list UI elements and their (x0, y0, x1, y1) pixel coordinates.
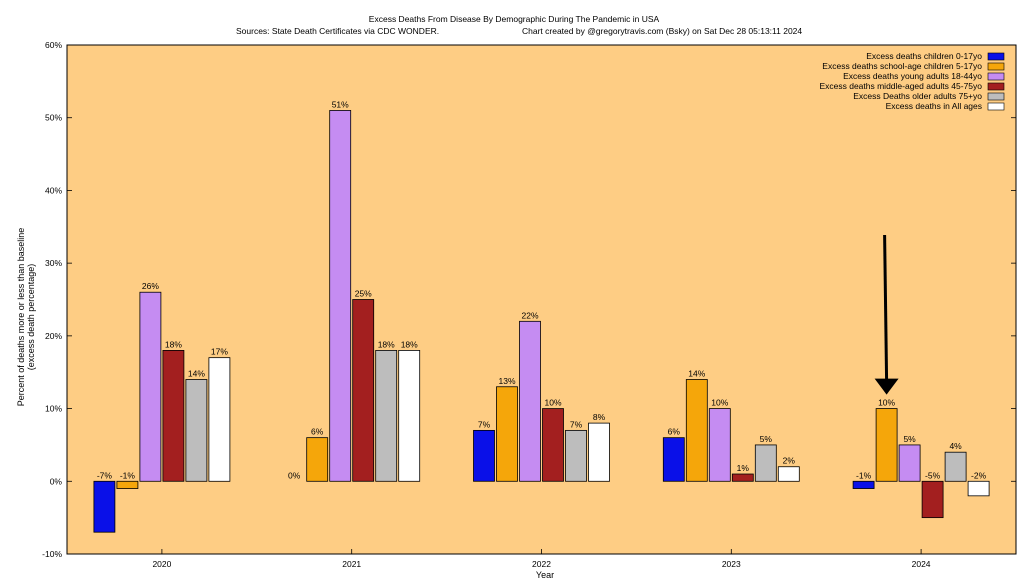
data-label: 6% (311, 427, 324, 437)
data-label: 14% (188, 368, 205, 378)
legend-swatch (987, 62, 1005, 71)
legend-swatch (987, 92, 1005, 101)
bar (329, 110, 352, 482)
legend-entry-label: Excess deaths young adults 18-44yo (843, 71, 982, 81)
bar (662, 437, 685, 482)
bar (162, 349, 185, 482)
data-label: -1% (120, 470, 136, 480)
legend-entry-label: Excess deaths school-age children 5-17yo (822, 61, 982, 71)
data-label: 18% (165, 339, 182, 349)
plot-border (66, 44, 1017, 555)
data-label: 13% (498, 376, 515, 386)
bar (588, 422, 610, 482)
data-label: 1% (737, 463, 750, 473)
bar (208, 357, 231, 482)
bar (93, 480, 116, 533)
data-label: -2% (971, 470, 987, 480)
data-label: 5% (903, 434, 916, 444)
annotation-arrow-shaft (883, 234, 889, 381)
data-label: -7% (97, 470, 113, 480)
data-label: 4% (949, 441, 962, 451)
legend-swatch (987, 102, 1005, 111)
x-axis-label: Year (536, 570, 554, 580)
data-label: 14% (688, 368, 705, 378)
legend-entry-label: Excess deaths middle-aged adults 45-75yo (819, 81, 982, 91)
bar (777, 466, 800, 482)
y-axis-label-line2: (excess death percentage) (26, 264, 36, 371)
data-label: -1% (856, 470, 872, 480)
data-label: 0% (288, 470, 301, 480)
data-label: 2% (783, 456, 796, 466)
x-tick-label: 2023 (722, 559, 741, 569)
axes: -10% 0% 10% 20% 30% 40% 50% 60% 2020 2021 2022 2023… (42, 40, 1017, 569)
bar (875, 408, 898, 482)
y-tick-label: 40% (45, 185, 62, 195)
legend-entry-label: Excess deaths children 0-17yo (866, 51, 982, 61)
chart-title: Excess Deaths From Disease By Demographi… (369, 14, 660, 24)
bar (375, 349, 398, 482)
x-tick-label: 2021 (342, 559, 361, 569)
data-label: 18% (401, 339, 418, 349)
legend-swatch (987, 72, 1005, 81)
bar (565, 429, 587, 482)
data-label: 17% (211, 347, 228, 357)
chart-subtitle-sources: Sources: State Death Certificates via CD… (236, 26, 439, 36)
data-label: 18% (378, 339, 395, 349)
chart-subtitle-credit: Chart created by @gregorytravis.com (Bsk… (522, 26, 802, 36)
data-label: 5% (760, 434, 773, 444)
bar (116, 480, 139, 489)
data-labels: -7% -1% 26% 18% 14% 17% 0% 6% 51% 25% 18% 18% 7% 13% 2… (97, 99, 987, 480)
bar (473, 429, 495, 482)
data-label: 22% (521, 310, 538, 320)
bar (352, 299, 375, 482)
data-label: 6% (668, 427, 681, 437)
legend-entry-label: Excess Deaths older adults 75+yo (853, 91, 982, 101)
bar (852, 480, 875, 489)
data-label: 7% (570, 419, 583, 429)
bar (967, 480, 990, 497)
y-tick-label: 10% (45, 404, 62, 414)
bar (542, 408, 564, 482)
y-tick-label: 0% (50, 476, 63, 486)
bar (921, 480, 944, 519)
x-tick-label: 2020 (152, 559, 171, 569)
x-tick-label: 2022 (532, 559, 551, 569)
bar (496, 386, 518, 482)
y-tick-label: 20% (45, 331, 62, 341)
legend-entry-label: Excess deaths in All ages (886, 101, 982, 111)
data-label: -5% (925, 470, 941, 480)
bar (754, 444, 777, 482)
legend-swatch (987, 52, 1005, 61)
y-tick-label: 50% (45, 113, 62, 123)
bar (944, 451, 967, 482)
x-tick-label: 2024 (912, 559, 931, 569)
bars (93, 110, 990, 533)
bar (398, 349, 421, 482)
y-tick-label: 30% (45, 258, 62, 268)
y-tick-label: -10% (42, 549, 62, 559)
data-label: 10% (711, 398, 728, 408)
y-axis-label-line1: Percent of deaths more or less than base… (16, 228, 26, 407)
bar (685, 379, 708, 482)
bar (185, 379, 208, 482)
bar (519, 320, 541, 482)
data-label: 10% (878, 398, 895, 408)
y-tick-label: 60% (45, 40, 62, 50)
bar (139, 291, 162, 482)
bar (708, 408, 731, 482)
data-label: 10% (544, 398, 561, 408)
legend-swatch (987, 82, 1005, 91)
bar (731, 473, 754, 482)
annotation-arrow-head (874, 378, 899, 395)
data-label: 25% (355, 289, 372, 299)
data-label: 51% (332, 99, 349, 109)
data-label: 7% (478, 419, 491, 429)
annotation-arrow (874, 234, 899, 395)
bar (898, 444, 921, 482)
data-label: 8% (593, 412, 606, 422)
data-label: 26% (142, 281, 159, 291)
bar (306, 437, 329, 482)
